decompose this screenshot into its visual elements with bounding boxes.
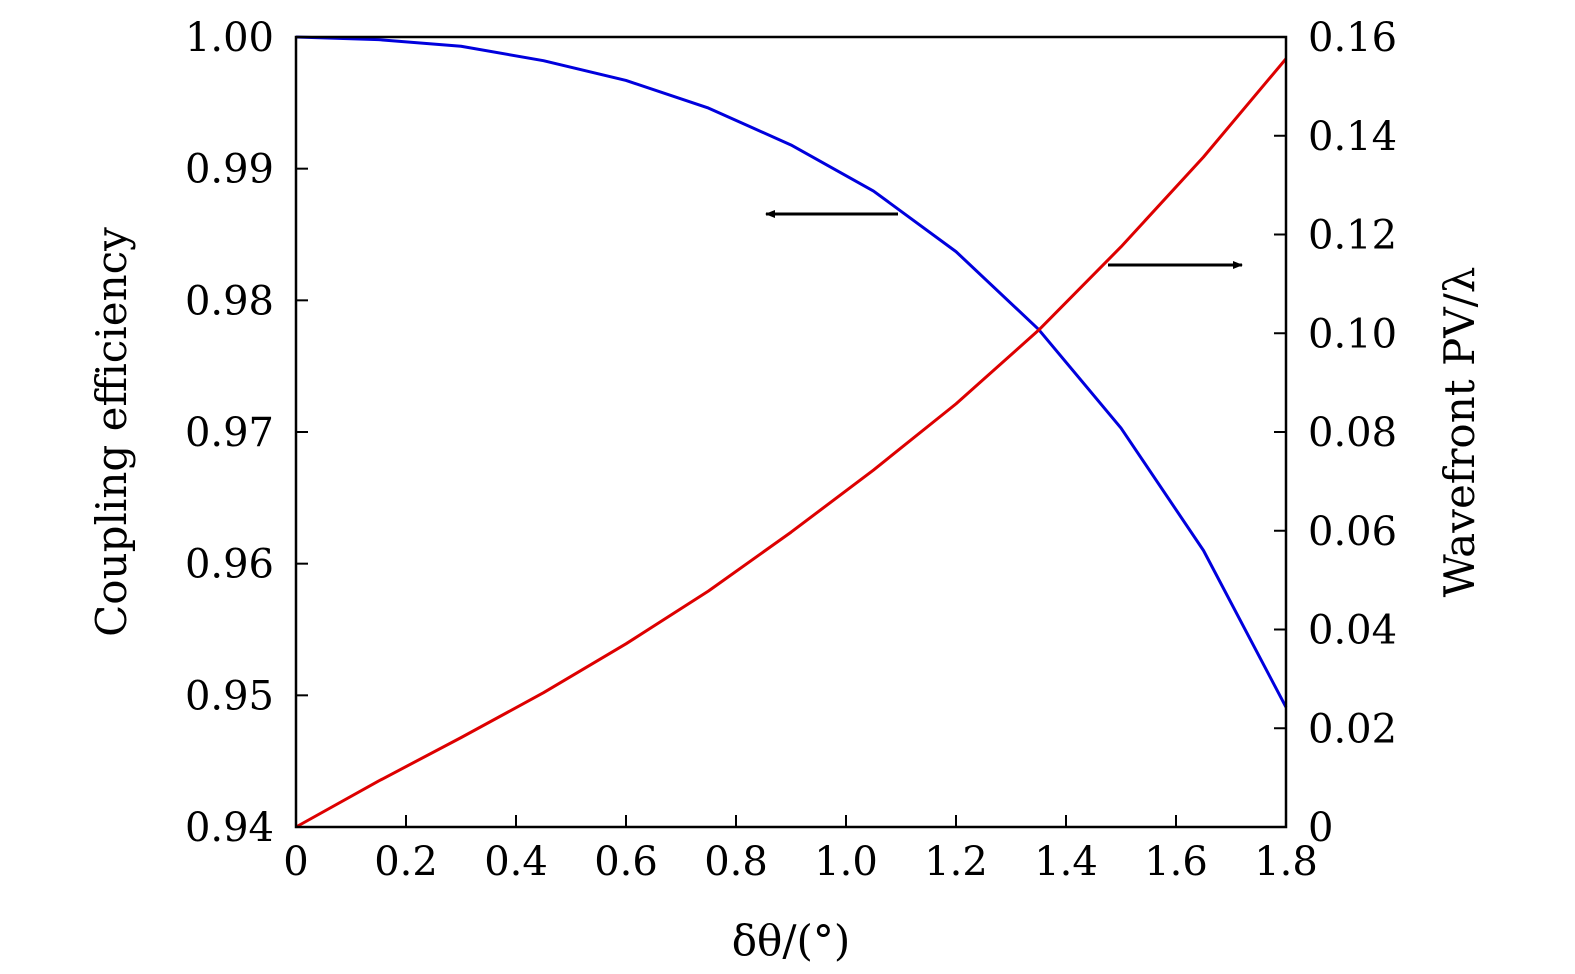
- right-y-tick-label: 0.14: [1308, 114, 1397, 160]
- left-y-axis-title: Coupling efficiency: [87, 227, 136, 637]
- right-y-tick-label: 0.06: [1308, 509, 1397, 555]
- x-tick-label: 1.2: [924, 839, 988, 885]
- x-tick-label: 1.6: [1144, 839, 1208, 885]
- x-axis-title: δθ/(°): [732, 916, 851, 965]
- right-y-tick-label: 0.10: [1308, 311, 1397, 357]
- left-y-tick-label: 0.94: [185, 805, 274, 851]
- series-layer: [295, 35, 1288, 829]
- x-tick-label: 1.4: [1034, 839, 1098, 885]
- x-tick-label: 0: [283, 839, 308, 885]
- right-y-axis-title: Wavefront PV/λ: [1435, 267, 1484, 598]
- left-y-tick-label: 0.96: [185, 542, 274, 588]
- left-y-tick-label: 0.98: [185, 278, 274, 324]
- x-tick-label: 0.6: [594, 839, 658, 885]
- coupling-efficiency-series-line: [295, 35, 1288, 708]
- right-y-tick-label: 0.16: [1308, 15, 1397, 61]
- right-y-tick-label: 0: [1308, 805, 1333, 851]
- right-y-tick-label: 0.02: [1308, 706, 1397, 752]
- plot-frame: [294, 35, 1288, 829]
- ticks-layer: 0 0.2 0.4 0.6 0.8 1.0 1.2 1.4 1.6 1.8 0.94 0.95 0.96…: [185, 15, 1397, 885]
- left-y-tick-label: 0.99: [185, 147, 274, 193]
- x-tick-label: 0.4: [484, 839, 548, 885]
- x-tick-label: 0.8: [704, 839, 768, 885]
- x-tick-label: 1.0: [814, 839, 878, 885]
- left-y-tick-label: 0.97: [185, 410, 274, 456]
- x-tick-label: 0.2: [374, 839, 438, 885]
- left-y-tick-label: 0.95: [185, 673, 274, 719]
- wavefront-pv-series-line: [295, 57, 1288, 829]
- left-y-tick-label: 1.00: [185, 15, 274, 61]
- right-y-tick-label: 0.08: [1308, 410, 1397, 456]
- right-y-tick-label: 0.04: [1308, 608, 1397, 654]
- x-tick-label: 1.8: [1254, 839, 1318, 885]
- right-y-tick-label: 0.12: [1308, 213, 1397, 259]
